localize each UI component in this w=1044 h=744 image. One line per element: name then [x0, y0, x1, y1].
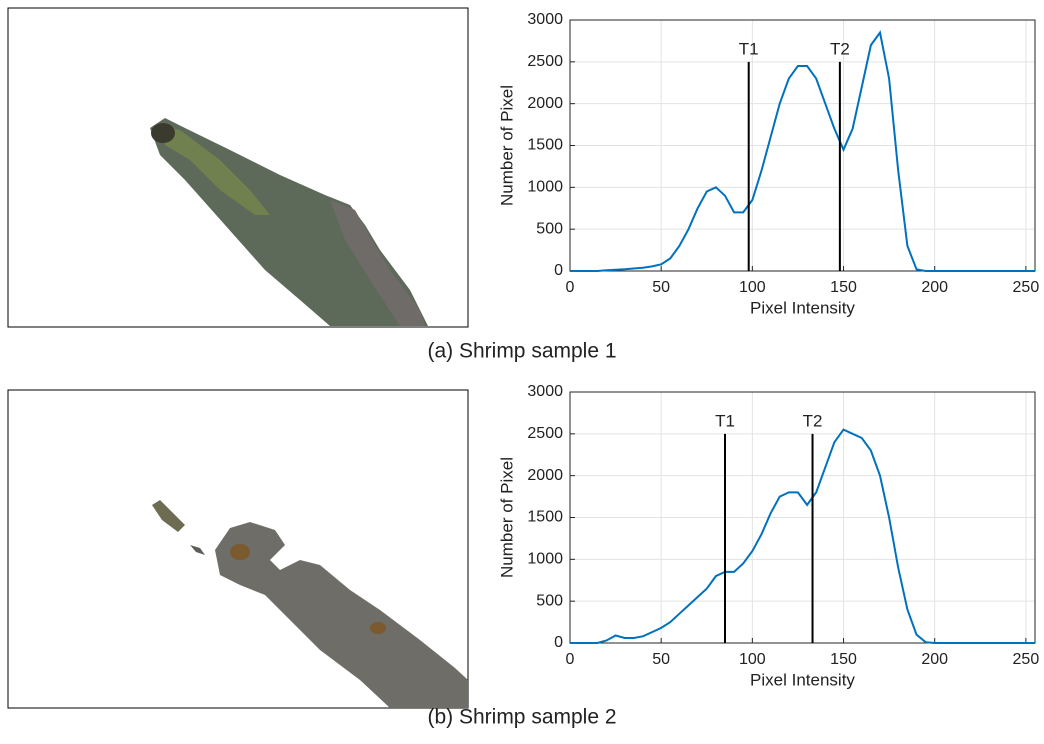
- x-tick-label: 200: [921, 279, 948, 296]
- shrimp-body: [215, 522, 468, 708]
- shrimp-head: [160, 125, 270, 215]
- y-tick-label: 500: [536, 592, 563, 609]
- y-tick-label: 2000: [527, 467, 563, 484]
- threshold-label: T1: [739, 39, 759, 58]
- x-tick-label: 250: [1013, 651, 1040, 668]
- shrimp-spot: [370, 622, 386, 634]
- shrimp-eye: [151, 123, 175, 143]
- y-tick-label: 2500: [527, 53, 563, 70]
- x-axis-title: Pixel Intensity: [750, 298, 855, 317]
- x-tick-label: 0: [566, 279, 575, 296]
- x-tick-label: 250: [1013, 279, 1040, 296]
- y-axis-title: Number of Pixel: [497, 457, 516, 578]
- photo-panel-2: [7, 389, 469, 709]
- x-tick-label: 50: [652, 279, 670, 296]
- shrimp-shell: [330, 200, 425, 326]
- x-tick-label: 100: [739, 651, 766, 668]
- x-tick-label: 0: [566, 651, 575, 668]
- x-tick-label: 200: [921, 651, 948, 668]
- y-tick-label: 1500: [527, 137, 563, 154]
- plot-frame: [569, 19, 1036, 272]
- histogram-line: [570, 428, 1035, 644]
- shrimp-fragment: [190, 545, 205, 555]
- y-tick-label: 500: [536, 220, 563, 237]
- y-axis-title: Number of Pixel: [497, 85, 516, 206]
- caption: (a) Shrimp sample 1: [427, 340, 616, 363]
- y-tick-label: 0: [554, 634, 563, 651]
- threshold-label: T2: [830, 39, 850, 58]
- shrimp-spot: [230, 544, 250, 560]
- x-axis-title: Pixel Intensity: [750, 670, 855, 689]
- x-tick-label: 100: [739, 279, 766, 296]
- threshold-label: T1: [715, 411, 735, 430]
- y-tick-label: 3000: [527, 383, 563, 400]
- y-tick-label: 1000: [527, 179, 563, 196]
- caption: (b) Shrimp sample 2: [427, 706, 616, 729]
- y-tick-label: 2000: [527, 95, 563, 112]
- plot-frame: [569, 391, 1036, 644]
- y-tick-label: 1500: [527, 509, 563, 526]
- histogram-line: [570, 30, 1035, 272]
- x-tick-label: 150: [830, 651, 857, 668]
- y-tick-label: 3000: [527, 11, 563, 28]
- threshold-label: T2: [803, 411, 823, 430]
- x-tick-label: 150: [830, 279, 857, 296]
- y-tick-label: 1000: [527, 551, 563, 568]
- y-tick-label: 2500: [527, 425, 563, 442]
- y-tick-label: 0: [554, 262, 563, 279]
- x-tick-label: 50: [652, 651, 670, 668]
- shrimp-fragment: [152, 500, 185, 532]
- photo-panel-1: [7, 7, 469, 328]
